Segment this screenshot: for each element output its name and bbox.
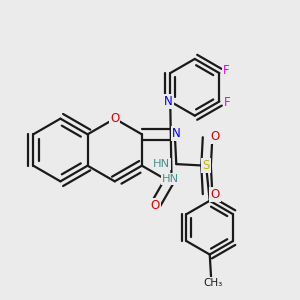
Text: O: O bbox=[151, 199, 160, 212]
Text: F: F bbox=[224, 97, 230, 110]
Text: O: O bbox=[210, 188, 220, 201]
Text: HN: HN bbox=[162, 174, 179, 184]
Text: F: F bbox=[223, 64, 229, 77]
Text: N: N bbox=[172, 127, 181, 140]
Text: O: O bbox=[210, 130, 220, 143]
Text: HN: HN bbox=[153, 159, 170, 169]
Text: S: S bbox=[202, 159, 210, 172]
Text: O: O bbox=[110, 112, 119, 125]
Text: N: N bbox=[164, 95, 173, 108]
Text: CH₃: CH₃ bbox=[203, 278, 222, 288]
